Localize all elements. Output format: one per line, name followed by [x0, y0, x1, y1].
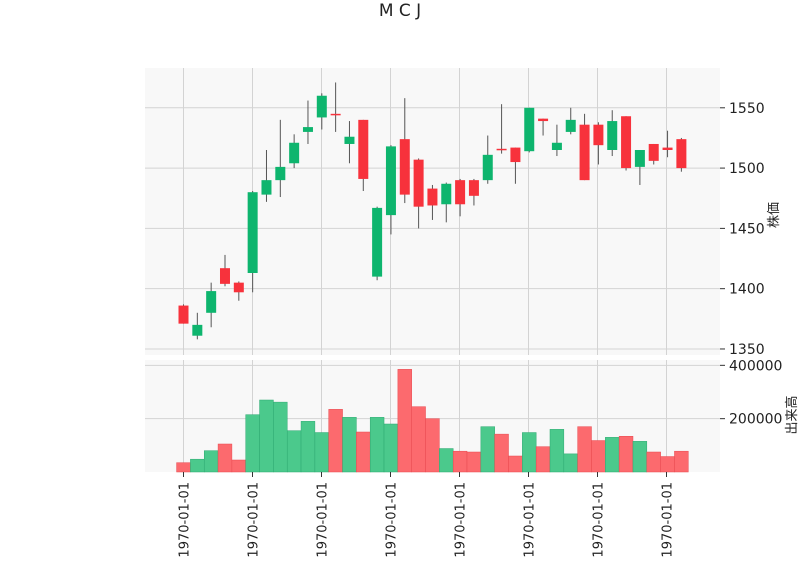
volume-bar-up: [522, 432, 537, 473]
candle-body-up: [206, 291, 217, 313]
candle-body-up: [607, 121, 618, 150]
candle-body-down: [468, 180, 479, 196]
candle-body-down: [399, 139, 410, 195]
candle-body-up: [482, 154, 493, 181]
candle-body-down: [593, 124, 604, 146]
candle-body-up: [302, 127, 313, 132]
volume-bar-up: [369, 417, 385, 473]
candle-body-up: [289, 142, 300, 164]
volume-bar-up: [203, 450, 219, 473]
x-tick-label: 1970-01-01: [454, 482, 469, 558]
x-tick-label: 1970-01-01: [178, 482, 193, 558]
volume-bar-up: [563, 453, 578, 473]
candle-body-up: [551, 142, 562, 150]
candle-body-up: [372, 207, 383, 277]
volume-bar-down: [508, 455, 523, 473]
price-panel: 1350 1400 1450 1500 1550: [145, 68, 765, 358]
volume-bar-down: [494, 433, 509, 473]
candle-body-up: [316, 95, 327, 118]
volume-tick-label: 400000: [729, 358, 782, 374]
x-tick-label: 1970-01-01: [523, 482, 538, 558]
price-tick-label: 1400: [729, 282, 765, 298]
volume-bar-up: [314, 432, 329, 473]
candle-body-down: [219, 268, 230, 284]
candle-body-down: [496, 148, 507, 151]
volume-bar-down: [176, 462, 191, 473]
volume-bar-up: [259, 399, 274, 473]
candle-body-down: [358, 119, 369, 179]
volume-bar-down: [452, 450, 468, 473]
volume-bar-up: [632, 441, 648, 473]
candle-body-up: [385, 146, 396, 216]
price-tick-label: 1450: [729, 221, 765, 237]
price-tick-label: 1500: [729, 161, 765, 177]
candle-body-down: [233, 282, 244, 293]
candle-body-up: [441, 183, 452, 205]
volume-panel: 200000 400000: [145, 358, 782, 473]
volume-bar-down: [231, 459, 246, 473]
candle-body-up: [565, 119, 576, 132]
x-tick-label: 1970-01-01: [385, 482, 400, 558]
price-axis-label: 株価: [767, 202, 782, 228]
candle-body-down: [178, 305, 189, 324]
candle-body-up: [247, 192, 258, 273]
volume-bar-up: [273, 401, 288, 473]
candle-body-down: [538, 118, 549, 122]
volume-bar-down: [646, 451, 661, 473]
candle-body-up: [261, 180, 272, 195]
volume-bar-up: [439, 448, 454, 473]
volume-bar-down: [425, 418, 440, 473]
x-tick-label: 1970-01-01: [592, 482, 607, 558]
volume-axis-label: 出来高: [784, 395, 800, 434]
volume-bar-up: [245, 414, 260, 473]
candle-body-up: [524, 107, 535, 152]
price-tick-label: 1550: [729, 101, 765, 117]
volume-bar-up: [480, 426, 495, 473]
volume-bar-down: [397, 369, 412, 473]
candle-body-down: [413, 159, 424, 207]
volume-bar-down: [328, 409, 343, 473]
volume-bar-up: [549, 429, 565, 473]
volume-bar-down: [577, 426, 592, 473]
volume-bar-up: [383, 423, 399, 473]
volume-bar-down: [217, 443, 233, 473]
volume-bar-down: [411, 406, 426, 473]
volume-bar-down: [674, 450, 689, 473]
candle-body-down: [648, 143, 659, 161]
candle-body-up: [192, 324, 203, 336]
candle-body-up: [275, 166, 286, 181]
chart-title: M C J: [379, 1, 421, 21]
candle-body-down: [510, 147, 521, 163]
volume-bar-up: [190, 458, 205, 473]
volume-bar-down: [591, 440, 606, 473]
candle-body-down: [427, 188, 438, 206]
volume-bar-down: [466, 451, 482, 473]
volume-bar-down: [618, 436, 634, 473]
volume-bar-up: [286, 430, 302, 473]
candle-body-up: [634, 150, 645, 167]
candle-body-down: [455, 180, 466, 205]
x-tick-label: 1970-01-01: [661, 482, 676, 558]
candle-body-down: [662, 147, 673, 150]
volume-bar-up: [300, 421, 316, 473]
candle-body-down: [621, 116, 632, 169]
volume-tick-label: 200000: [729, 412, 782, 428]
x-axis: 1970-01-01 1970-01-01 1970-01-01 1970-01-01…: [178, 472, 676, 558]
volume-bar-down: [660, 456, 675, 473]
price-tick-label: 1350: [729, 342, 765, 358]
volume-bar-down: [535, 446, 551, 473]
candle-body-down: [676, 139, 687, 169]
candle-body-down: [579, 124, 590, 181]
x-tick-label: 1970-01-01: [247, 482, 262, 558]
volume-bar-up: [605, 437, 620, 473]
volume-bar-down: [356, 431, 371, 473]
x-tick-label: 1970-01-01: [316, 482, 331, 558]
volume-bar-up: [342, 417, 357, 473]
candle-body-down: [330, 113, 341, 116]
candle-body-up: [344, 136, 355, 144]
